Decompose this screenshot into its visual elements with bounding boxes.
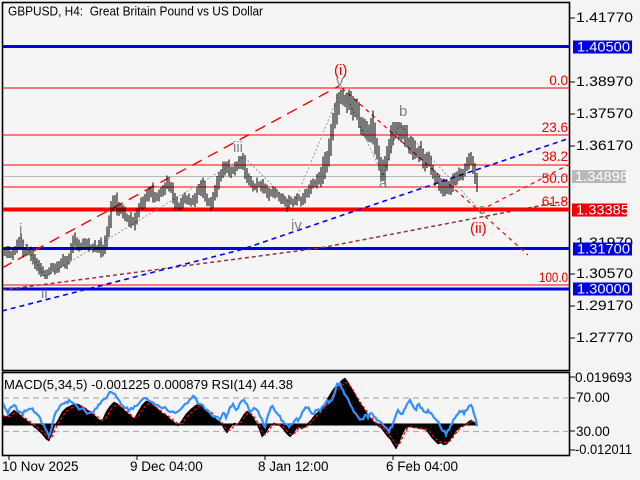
svg-text:1.29170: 1.29170 xyxy=(576,298,633,313)
svg-text:1.37570: 1.37570 xyxy=(576,106,633,121)
svg-text:10 Nov 2025: 10 Nov 2025 xyxy=(2,459,79,474)
svg-text:1.40500: 1.40500 xyxy=(577,40,630,55)
svg-text:50.0: 50.0 xyxy=(542,171,568,186)
svg-text:23.6: 23.6 xyxy=(542,120,568,135)
svg-text:v: v xyxy=(336,73,344,90)
svg-text:1.38970: 1.38970 xyxy=(576,74,633,89)
svg-text:(ii): (ii) xyxy=(470,220,487,237)
svg-text:1.31700: 1.31700 xyxy=(577,242,630,257)
svg-text:9 Dec 04:00: 9 Dec 04:00 xyxy=(130,459,203,474)
svg-text:i: i xyxy=(19,221,22,238)
svg-text:1.34898: 1.34898 xyxy=(575,169,628,184)
svg-text:6 Feb 04:00: 6 Feb 04:00 xyxy=(386,459,458,474)
svg-text:a: a xyxy=(379,175,388,192)
svg-text:iv: iv xyxy=(291,217,302,234)
svg-text:MACD(5,34,5) -0.001225 0.00087: MACD(5,34,5) -0.001225 0.000879 RSI(14) … xyxy=(4,377,293,392)
svg-text:1.41770: 1.41770 xyxy=(576,10,633,25)
svg-text:1.30570: 1.30570 xyxy=(576,266,633,281)
svg-text:38.2: 38.2 xyxy=(542,149,568,164)
svg-text:1.30000: 1.30000 xyxy=(577,282,630,297)
svg-text:8 Jan 12:00: 8 Jan 12:00 xyxy=(258,459,329,474)
svg-text:1.33385: 1.33385 xyxy=(576,203,629,218)
svg-text:61.8: 61.8 xyxy=(542,194,568,209)
svg-text:c: c xyxy=(478,201,486,218)
svg-text:0.0: 0.0 xyxy=(549,73,568,88)
svg-text:70.00: 70.00 xyxy=(576,390,610,405)
svg-text:1.27770: 1.27770 xyxy=(576,330,633,345)
svg-text:100.0: 100.0 xyxy=(539,270,568,285)
svg-text:b: b xyxy=(399,103,407,120)
svg-text:-0.012011: -0.012011 xyxy=(575,442,632,457)
svg-text:30.00: 30.00 xyxy=(576,424,610,439)
svg-text:iii: iii xyxy=(233,139,243,156)
svg-text:ii: ii xyxy=(41,285,48,302)
svg-text:1.36170: 1.36170 xyxy=(576,138,633,153)
svg-text:0.019693: 0.019693 xyxy=(575,370,632,385)
svg-text:(i): (i) xyxy=(334,62,347,79)
svg-text:GBPUSD, H4: Great Britain Pou: GBPUSD, H4: Great Britain Pound vs US Do… xyxy=(8,4,264,19)
